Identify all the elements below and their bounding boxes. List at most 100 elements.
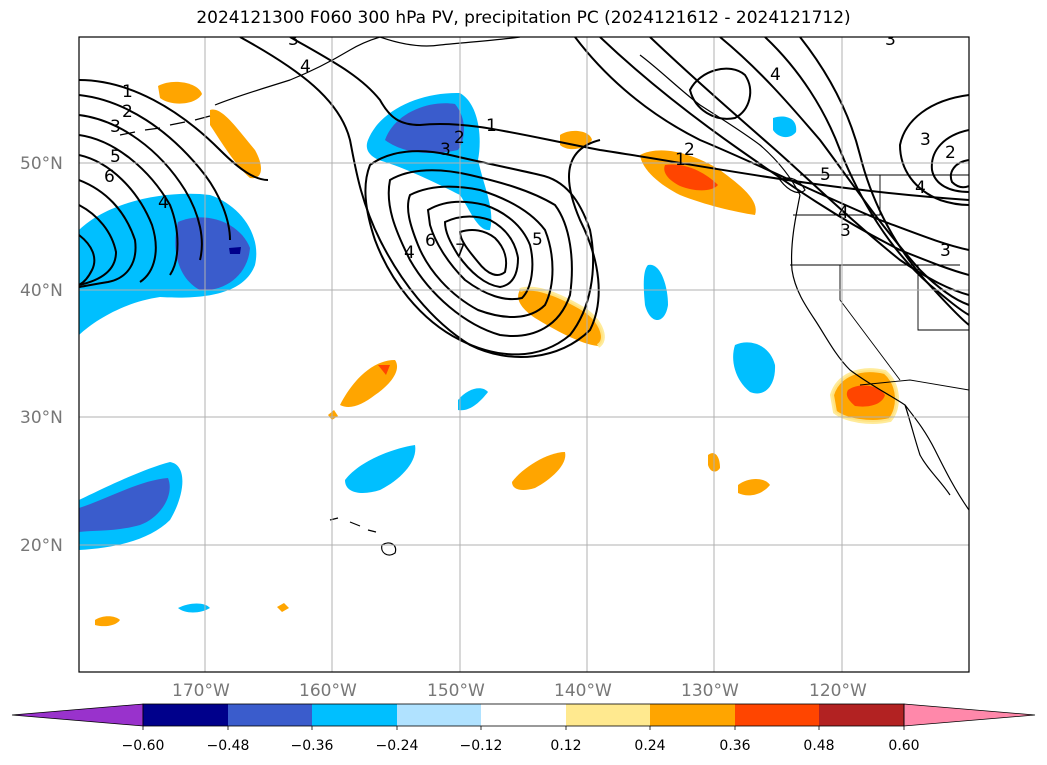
- contour-east-2: [599, 37, 969, 276]
- contour-label: 1: [486, 116, 497, 136]
- contour-east-9: [950, 159, 969, 189]
- colorbar-label: −0.24: [376, 738, 419, 754]
- contour-west-7: [79, 204, 118, 286]
- lat-label-30: 30°N: [20, 408, 63, 428]
- border-mexico: [859, 379, 969, 391]
- contour-label: 4: [770, 65, 781, 85]
- precip-region-northwest: [210, 109, 262, 179]
- coast-hawaii: [329, 517, 397, 556]
- chart-title: 2024121300 F060 300 hPa PV, precipitatio…: [196, 8, 851, 28]
- coast-aleutian: [119, 115, 211, 136]
- contour-east-5: [764, 37, 969, 316]
- coast-baja: [904, 404, 951, 496]
- colorbar-ticks: [142, 726, 905, 730]
- lon-label-150: 150°W: [427, 681, 485, 701]
- lon-label-170: 170°W: [172, 681, 230, 701]
- pv-region-west-dark: [229, 247, 241, 254]
- contour-label: 1: [675, 150, 686, 170]
- contour-label: 3: [288, 30, 299, 50]
- contour-west-8: [79, 234, 96, 286]
- precip-region-tiny: [277, 603, 289, 612]
- pv-region-north-core: [385, 103, 464, 153]
- halo-socal: [829, 368, 899, 424]
- contour-label: 5: [820, 165, 831, 185]
- contour-label: 3: [920, 130, 931, 150]
- coast-gulf-alaska: [379, 37, 521, 47]
- pv-region-small2: [178, 603, 210, 613]
- colorbar-label: −0.60: [122, 738, 165, 754]
- contour-label: 4: [404, 243, 415, 263]
- precip-region-socal-core: [846, 385, 885, 407]
- precip-region-central-south: [512, 452, 566, 490]
- lat-labels: 50°N 40°N 30°N 20°N: [20, 154, 63, 556]
- borders: [790, 174, 969, 391]
- colorbar-extend-left: [11, 703, 144, 727]
- border-ca-nv: [839, 265, 901, 381]
- colorbar-label: 0.24: [634, 738, 665, 754]
- contour-label: 5: [532, 230, 543, 250]
- contour-west-5: [79, 154, 157, 283]
- contour-west-1: [79, 79, 269, 181]
- coastlines: [119, 37, 969, 556]
- colorbar-seg: [143, 704, 228, 726]
- contour-label: 5: [110, 147, 121, 167]
- colorbar-label: −0.48: [207, 738, 250, 754]
- contour-west-4: [79, 134, 179, 276]
- precip-region-coast-core: [664, 164, 718, 191]
- coast-westcoast: [790, 194, 969, 511]
- contour-label: 2: [122, 102, 133, 122]
- contour-label: 3: [940, 241, 951, 261]
- colorbar: −0.60 −0.48 −0.36 −0.24 −0.12 0.12 0.24 …: [11, 703, 1036, 754]
- coast-island-vancouver: [779, 177, 806, 194]
- contour-west-6: [79, 179, 137, 288]
- lat-label-20: 20°N: [20, 536, 63, 556]
- lon-label-140: 140°W: [554, 681, 612, 701]
- colorbar-seg: [312, 704, 397, 726]
- contour-east-8: [930, 129, 969, 193]
- precip-region-sw-core: [378, 365, 390, 375]
- contour-label: 6: [425, 231, 436, 251]
- precip-region-north-small: [158, 81, 202, 104]
- contour-label: 3: [840, 221, 851, 241]
- contour-label: 1: [122, 82, 133, 102]
- contour-label: 7: [455, 241, 466, 261]
- coast-alaska-peninsula: [214, 37, 381, 106]
- contour-trough-6: [426, 200, 534, 300]
- precip-region-small-east: [738, 479, 770, 496]
- colorbar-label: −0.36: [291, 738, 334, 754]
- border-nv-az: [917, 265, 969, 331]
- contour-label: 4: [158, 193, 169, 213]
- contour-label: 4: [838, 203, 849, 223]
- pv-region-west-core: [175, 217, 250, 291]
- lat-label-50: 50°N: [20, 154, 63, 174]
- contour-trough-5: [407, 185, 554, 318]
- colorbar-outline: [142, 703, 905, 727]
- colorbar-seg: [735, 704, 819, 726]
- contour-label: 3: [110, 117, 121, 137]
- colorbar-label: 0.36: [719, 738, 750, 754]
- contour-west-2: [79, 94, 231, 241]
- colorbar-seg: [819, 704, 904, 726]
- colorbar-seg: [650, 704, 735, 726]
- colorbar-label: 0.60: [888, 738, 919, 754]
- colorbar-seg: [228, 704, 312, 726]
- contour-west-3: [79, 114, 203, 261]
- colorbar-seg: [481, 704, 566, 726]
- contour-trough-8: [458, 229, 508, 276]
- colorbar-seg: [397, 704, 481, 726]
- lon-label-130: 130°W: [681, 681, 739, 701]
- contour-label: 3: [885, 30, 896, 50]
- contour-label: 4: [915, 178, 926, 198]
- colorbar-label: 0.48: [803, 738, 834, 754]
- contour-labels: 1 2 3 5 6 4 3 4 1 2 3 6 7 5 4 1 2 4 5 4 …: [104, 30, 956, 263]
- precip-region-small-west: [95, 616, 120, 627]
- map-frame: [78, 36, 970, 673]
- lon-label-120: 120°W: [809, 681, 867, 701]
- precip-region-sw-streak: [340, 360, 398, 407]
- contour-east-4: [719, 37, 969, 306]
- pv-region-central: [345, 445, 416, 493]
- contour-label: 3: [440, 140, 451, 160]
- contour-label: 2: [454, 128, 465, 148]
- pv-region-east2: [733, 342, 776, 394]
